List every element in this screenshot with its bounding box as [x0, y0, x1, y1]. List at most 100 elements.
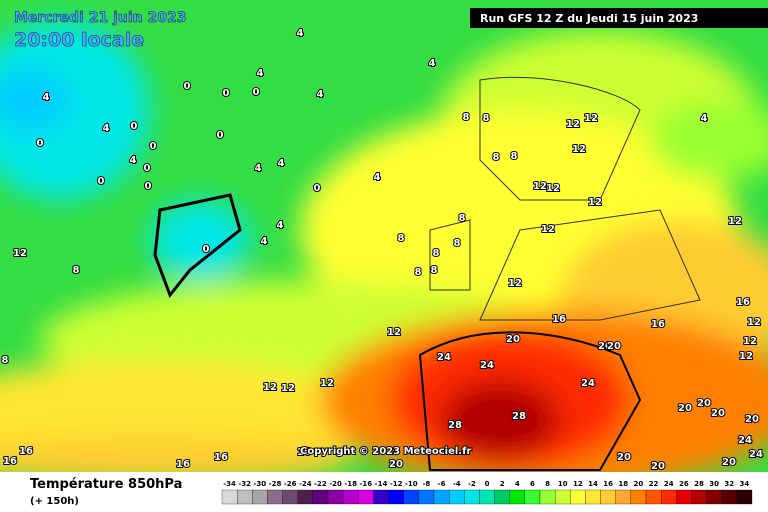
scale-label: 8 — [545, 480, 550, 488]
contour-label: 4 — [43, 92, 50, 103]
contour-label: 0 — [37, 138, 44, 149]
contour-label: 20 — [607, 341, 621, 352]
scale-label: -14 — [375, 480, 388, 488]
contour-label: 8 — [454, 238, 461, 249]
contour-label: 4 — [130, 155, 137, 166]
contour-label: 8 — [459, 213, 466, 224]
scale-swatch — [312, 489, 329, 505]
contour-label: 0 — [144, 163, 151, 174]
scale-label: -10 — [405, 480, 418, 488]
contour-label: 4 — [277, 220, 284, 231]
scale-swatch — [706, 489, 722, 505]
scale-swatch — [282, 489, 298, 505]
contour-label: 12 — [584, 113, 598, 124]
scale-swatch — [236, 489, 253, 505]
temperature-field — [0, 0, 768, 490]
contour-label: 8 — [398, 233, 405, 244]
contour-label: 12 — [508, 278, 522, 289]
contour-label: 16 — [552, 314, 566, 325]
contour-label: 16 — [736, 297, 750, 308]
scale-label: -26 — [284, 480, 297, 488]
scale-swatch — [600, 489, 616, 505]
contour-label: 12 — [747, 317, 761, 328]
contour-label: 4 — [297, 28, 304, 39]
contour-label: 20 — [745, 414, 759, 425]
contour-label: 20 — [617, 452, 631, 463]
legend-title: Température 850hPa — [30, 477, 182, 492]
contour-label: 8 — [415, 267, 422, 278]
contour-label: 28 — [512, 411, 526, 422]
contour-label: 12 — [739, 351, 753, 362]
scale-swatch — [464, 489, 480, 505]
forecast-time: 20:00 locale — [14, 29, 144, 51]
contour-label: 4 — [103, 123, 110, 134]
scale-swatch — [433, 489, 450, 505]
contour-label: 0 — [217, 130, 224, 141]
scale-label: 20 — [634, 480, 644, 488]
contour-label: 20 — [651, 461, 665, 472]
scale-label: 28 — [694, 480, 704, 488]
contour-label: 4 — [257, 68, 264, 79]
scale-swatch — [554, 489, 571, 505]
scale-label: -20 — [329, 480, 342, 488]
contour-label: 12 — [728, 216, 742, 227]
contour-label: 4 — [374, 172, 381, 183]
color-scale: -34 -32 -30 -28 -26 -24 -22 -20 -18 -16 -14 -12 -10-… — [221, 480, 753, 505]
scale-label: -30 — [254, 480, 267, 488]
contour-label: 20 — [678, 403, 692, 414]
contour-label: 12 — [541, 224, 555, 235]
scale-label: 14 — [588, 480, 598, 488]
contour-label: 24 — [581, 378, 595, 389]
scale-label: -28 — [269, 480, 282, 488]
contour-label: 0 — [253, 87, 260, 98]
contour-label: 0 — [223, 88, 230, 99]
scale-label: 0 — [485, 480, 490, 488]
contour-label: 16 — [651, 319, 665, 330]
forecast-date: Mercredi 21 juin 2023 — [14, 10, 186, 26]
contour-label: 12 — [566, 119, 580, 130]
contour-label: 4 — [255, 163, 262, 174]
contour-label: 0 — [150, 141, 157, 152]
contour-label: 4 — [278, 158, 285, 169]
scale-swatch — [448, 489, 465, 505]
contour-label: 16 — [3, 456, 17, 467]
scale-label: 2 — [500, 480, 505, 488]
scale-label: -16 — [360, 480, 373, 488]
contour-label: 20 — [389, 459, 403, 470]
scale-label: 32 — [724, 480, 734, 488]
contour-label: 0 — [131, 121, 138, 132]
scale-label: -8 — [423, 480, 431, 488]
contour-label: 16 — [297, 447, 311, 458]
scale-swatch — [691, 489, 707, 505]
contour-label: 4 — [317, 89, 324, 100]
contour-label: 0 — [98, 176, 105, 187]
contour-label: 28 — [448, 420, 462, 431]
scale-swatch — [570, 489, 586, 505]
scale-swatch — [327, 489, 344, 505]
contour-label: 12 — [743, 336, 757, 347]
scale-label: -22 — [314, 480, 327, 488]
contour-label: 16 — [19, 446, 33, 457]
scale-swatch — [342, 489, 359, 505]
contour-label: 24 — [749, 449, 763, 460]
contour-label: 0 — [203, 244, 210, 255]
scale-label: 34 — [740, 480, 750, 488]
scale-swatch — [585, 489, 601, 505]
contour-label: 8 — [493, 152, 500, 163]
scale-swatch — [615, 489, 632, 505]
contour-label: 4 — [701, 113, 708, 124]
scale-label: 12 — [573, 480, 583, 488]
scale-swatch — [494, 489, 510, 505]
contour-label: 24 — [437, 352, 451, 363]
scale-label: 30 — [709, 480, 719, 488]
scale-swatch — [736, 489, 753, 505]
scale-label: -6 — [438, 480, 446, 488]
contour-label: 20 — [506, 334, 520, 345]
scale-swatch — [676, 489, 692, 505]
contour-label: 20 — [722, 457, 736, 468]
scale-swatch — [252, 489, 268, 505]
scale-label: 16 — [603, 480, 613, 488]
scale-swatch — [221, 489, 238, 505]
